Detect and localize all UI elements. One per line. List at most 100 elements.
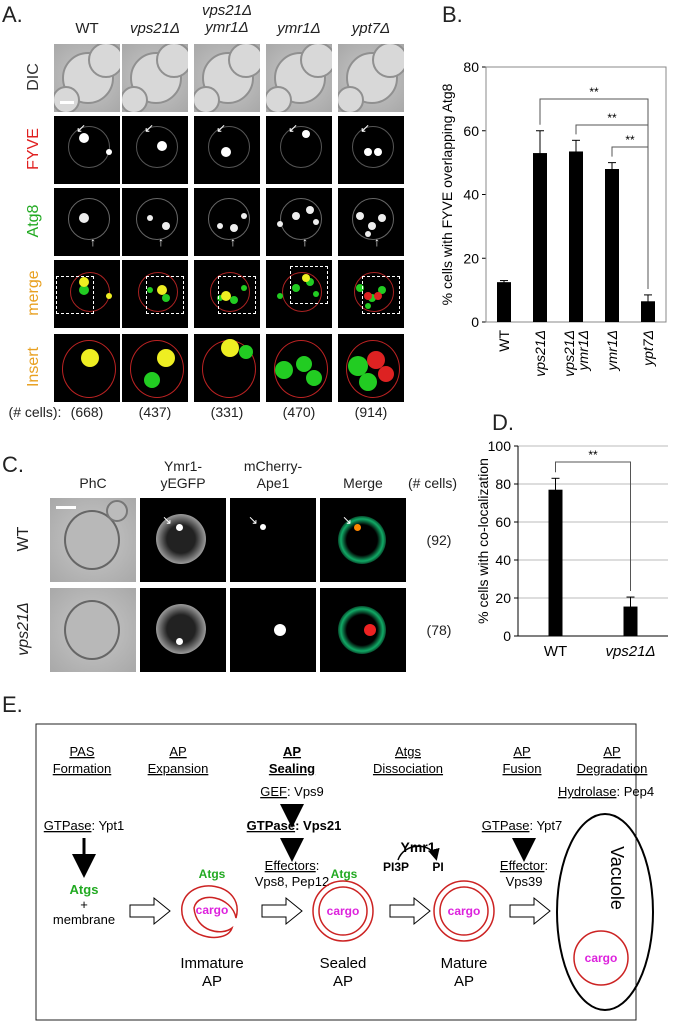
green-punctum xyxy=(162,294,170,302)
category-label: WT xyxy=(544,643,567,660)
column-header-line: Ymr1- xyxy=(163,458,203,474)
micrograph xyxy=(194,334,260,402)
panel-d-label: D. xyxy=(492,410,514,435)
micrograph xyxy=(54,44,120,112)
column-header-line: ymr1Δ xyxy=(277,20,321,37)
stage-title-line1: AP xyxy=(513,744,530,759)
ape1-punctum xyxy=(274,624,286,636)
atg8-punctum xyxy=(230,224,238,232)
column-header: mCherry- Ape1 xyxy=(230,458,316,492)
column-header-line: yEGFP xyxy=(160,475,206,491)
bar xyxy=(641,301,655,322)
arrow-marker: ↑ xyxy=(158,235,164,249)
y-tick-label: 80 xyxy=(463,59,479,75)
inset-box xyxy=(362,276,400,314)
gtpase-vps21-label-text: GTPase: Vps21 xyxy=(247,818,342,833)
gfp-punctum xyxy=(176,524,183,531)
gef-label: GEF: Vps9 xyxy=(260,784,324,799)
category-label: WT xyxy=(496,330,512,352)
micrograph: ↑ xyxy=(338,188,404,256)
vacuole-outline xyxy=(62,340,116,398)
column-header: vps21Δ ymr1Δ xyxy=(188,2,266,36)
column-header: ymr1Δ xyxy=(260,20,338,37)
micrograph xyxy=(266,260,332,328)
stage-title-line2: Degradation xyxy=(577,761,648,776)
bar xyxy=(548,489,563,636)
column-header: WT xyxy=(48,20,126,37)
merge-punctum xyxy=(157,285,167,295)
micrograph xyxy=(122,260,188,328)
gfp-signal xyxy=(156,514,206,564)
fyve-punctum xyxy=(106,149,112,155)
stage-title-line1: Atgs xyxy=(395,744,422,759)
green-punctum xyxy=(368,294,376,302)
arrow-marker: ↙ xyxy=(360,121,371,135)
ymr1-reaction-arrow xyxy=(397,845,440,861)
stage-title-line2: Sealing xyxy=(269,761,315,776)
stage-title-line1: AP xyxy=(169,744,186,759)
ap-state-label-line2: AP xyxy=(202,973,222,990)
vacuole-outline xyxy=(274,340,328,398)
insert-punctum xyxy=(221,339,239,357)
panel-c-cells-header: (# cells) xyxy=(408,475,458,491)
arrow-marker: ↙ xyxy=(76,121,87,135)
y-tick-label: 60 xyxy=(495,514,511,530)
micrograph xyxy=(194,260,260,328)
micrograph xyxy=(54,334,120,402)
green-punctum xyxy=(378,286,386,294)
atg8-punctum xyxy=(217,223,223,229)
insert-punctum xyxy=(296,356,312,372)
micrograph xyxy=(194,44,260,112)
effector-label-text: Effector: xyxy=(500,858,548,873)
atg8-punctum xyxy=(378,214,386,222)
y-tick-label: 20 xyxy=(495,590,511,606)
phc-bud xyxy=(106,500,128,522)
arrow-marker: ↙ xyxy=(144,121,155,135)
micrograph: ↑ xyxy=(194,188,260,256)
merge-punctum xyxy=(374,292,382,300)
micrograph xyxy=(266,44,332,112)
vacuole-outline xyxy=(210,272,250,312)
panel-e-frame xyxy=(35,723,637,1021)
column-header-line: mCherry- xyxy=(243,458,303,474)
effectors-label: Effectors: xyxy=(265,858,320,873)
vacuole-outline xyxy=(70,272,110,312)
block-arrow xyxy=(389,896,431,926)
cell-outline xyxy=(280,126,322,168)
atg8-punctum xyxy=(356,212,364,220)
dic-cell xyxy=(300,44,332,78)
category-label: ypt7Δ xyxy=(640,330,656,367)
panel-d-bar-chart: % cells with co-localization 0 20 40 60 80 100… xyxy=(476,438,668,660)
micrograph: ↙ xyxy=(122,116,188,184)
degraded-cargo-circle xyxy=(573,930,629,986)
key: Effectors xyxy=(265,858,317,873)
atg8-punctum xyxy=(241,213,247,219)
category-label-line: WT xyxy=(544,643,567,660)
micrograph: ↑ xyxy=(266,188,332,256)
micrograph xyxy=(338,44,404,112)
merge-signal xyxy=(338,606,386,654)
micrograph: ↙ xyxy=(54,116,120,184)
micrograph xyxy=(122,44,188,112)
scale-bar xyxy=(56,506,76,509)
significance-label: ** xyxy=(607,111,617,125)
atg8-punctum xyxy=(147,215,153,221)
micrograph: ↘ xyxy=(320,498,406,582)
column-header-line: vps21Δ xyxy=(129,20,181,37)
category-label-line: vps21Δ xyxy=(605,643,655,660)
stage-title-line2: Formation xyxy=(53,761,112,776)
mature-ap-outer xyxy=(433,880,495,942)
arrow-marker: ↙ xyxy=(216,121,227,135)
atg8-punctum xyxy=(368,222,376,230)
merge-punctum xyxy=(364,624,376,636)
micrograph xyxy=(320,588,406,672)
vacuole-outline xyxy=(138,272,178,312)
atg8-punctum xyxy=(277,221,283,227)
panel-e-label: E. xyxy=(2,692,23,717)
atg8-punctum xyxy=(79,213,89,223)
merge-punctum xyxy=(79,277,89,287)
stage-title-line2: Expansion xyxy=(148,761,209,776)
ap-state-label-line1: Immature xyxy=(180,955,243,972)
dic-cell xyxy=(338,86,364,112)
micrograph xyxy=(50,498,136,582)
